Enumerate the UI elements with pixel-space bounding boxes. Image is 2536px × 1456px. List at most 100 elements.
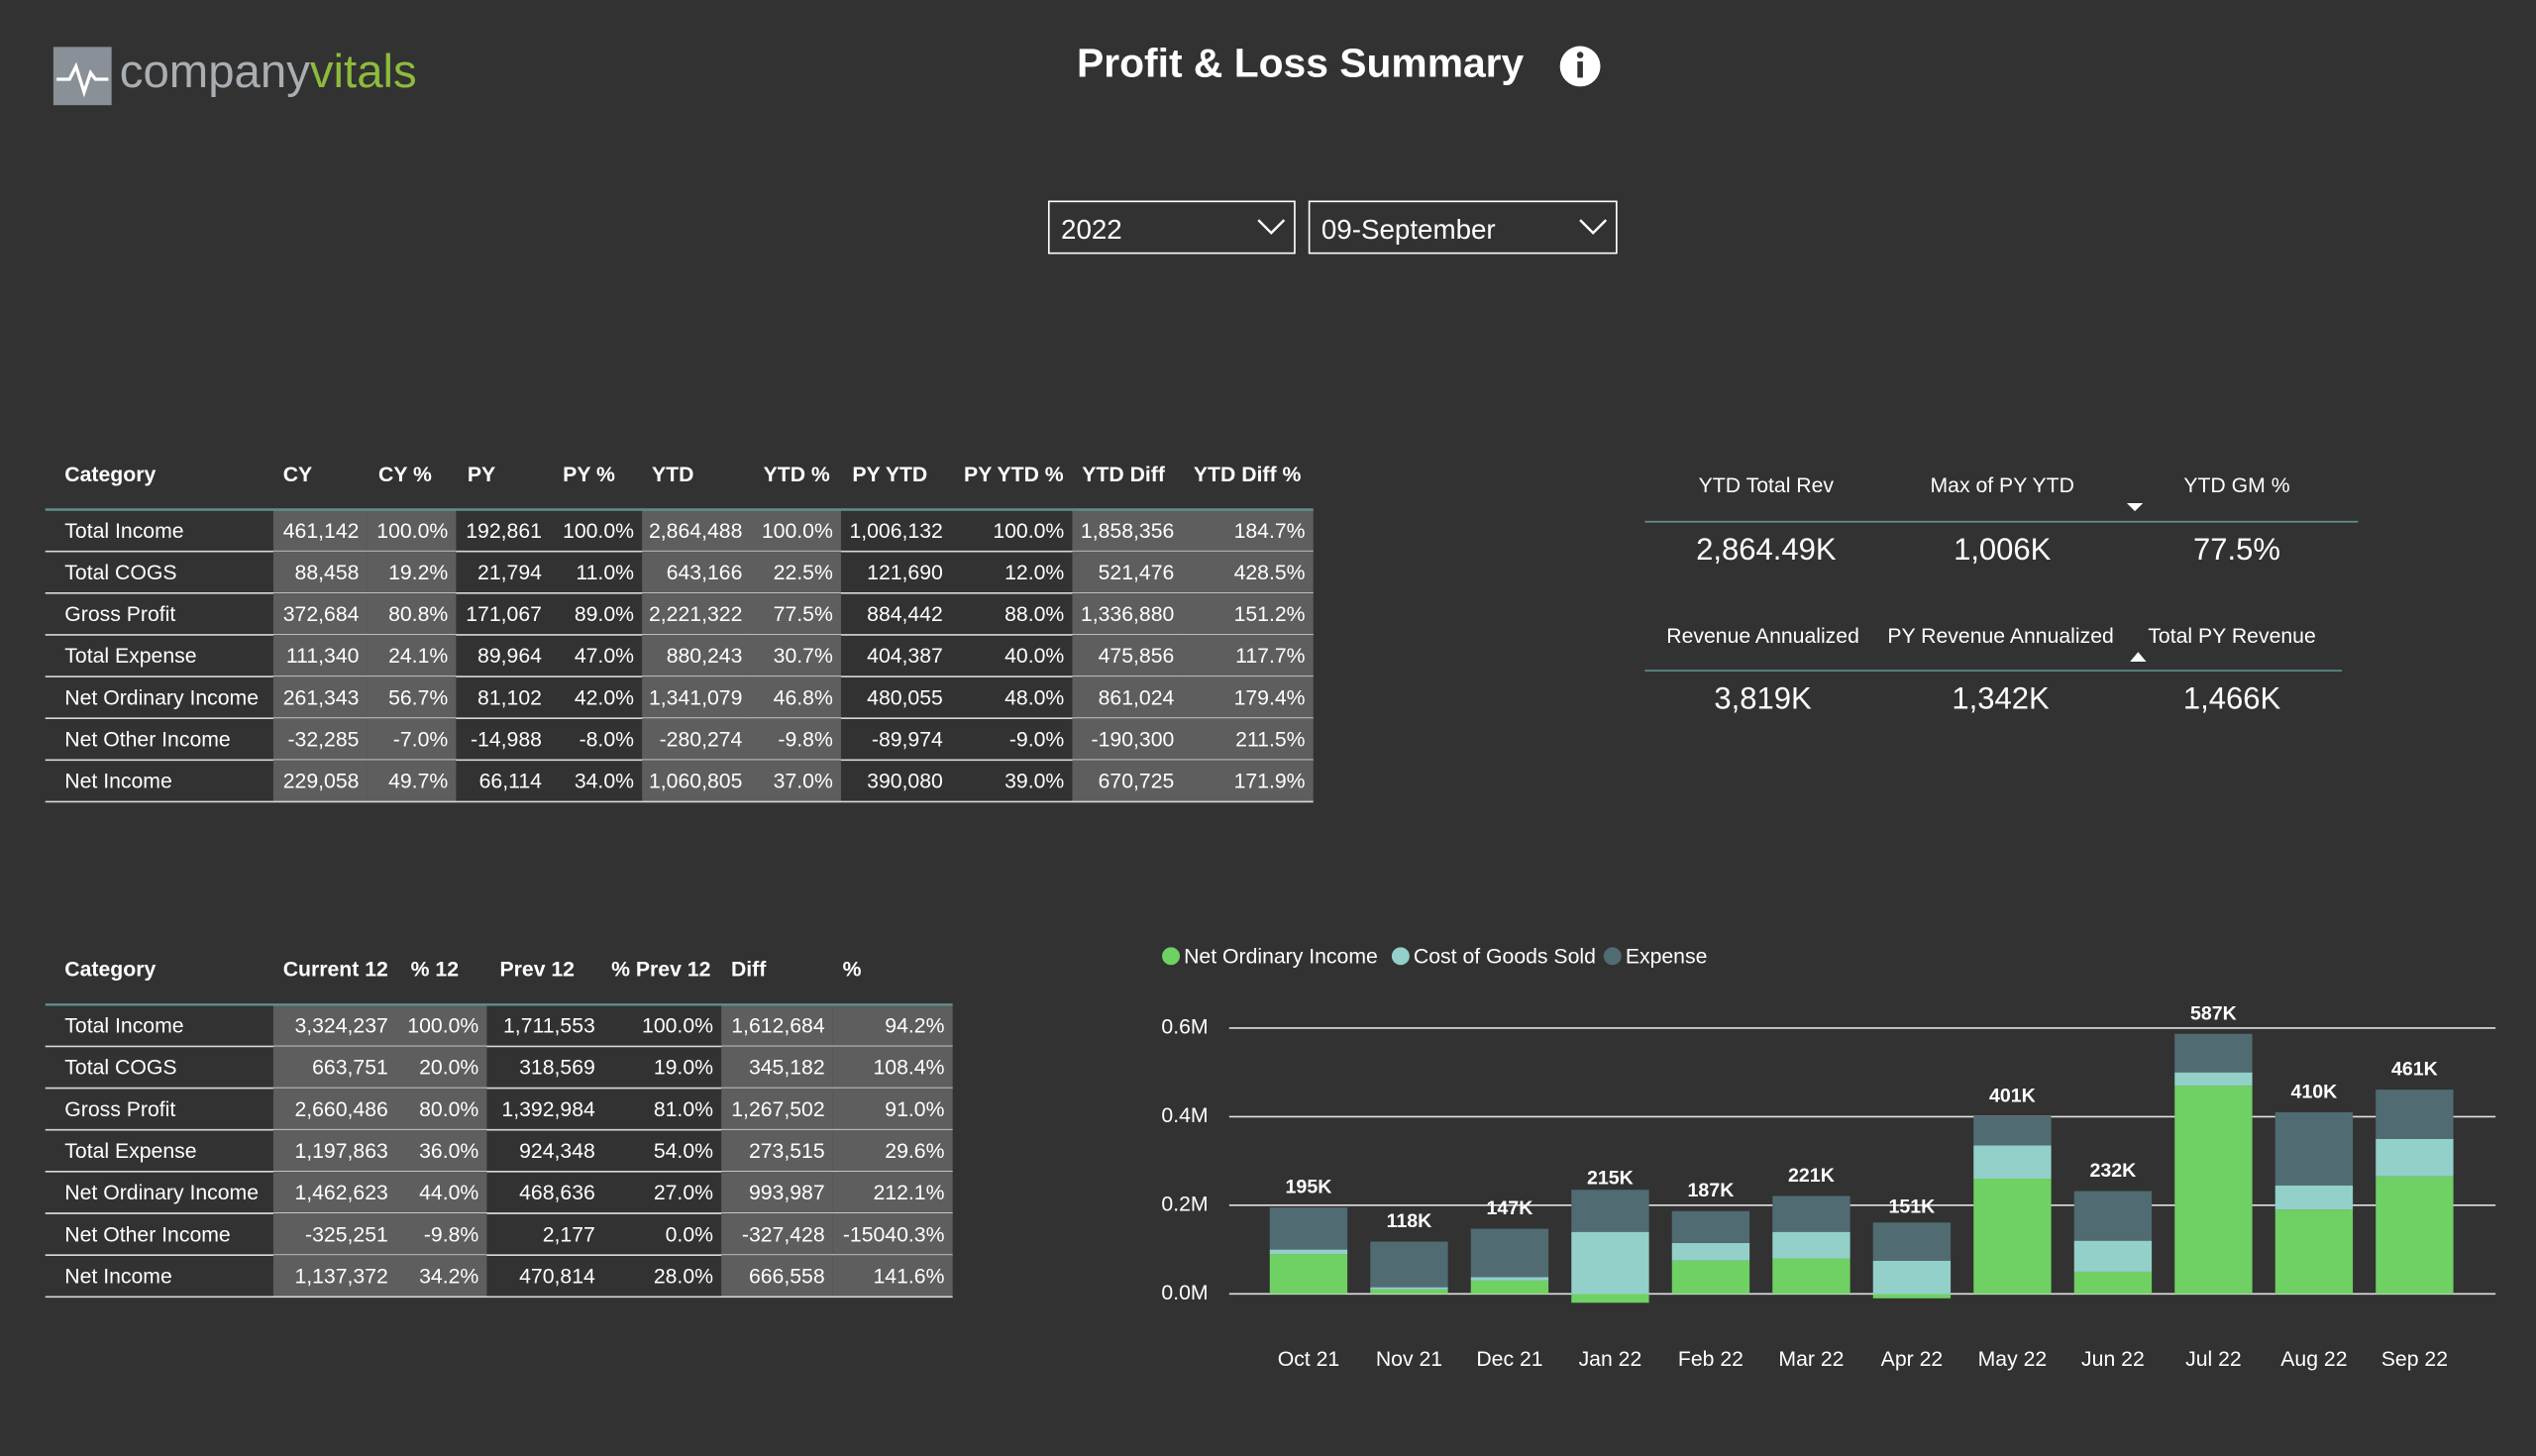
cell-value: 184.7% [1234,520,1306,543]
cell-value: 1,341,079 [649,686,742,709]
column-header: PY % [563,464,615,486]
bar-segment [1872,1294,1952,1299]
cell-shade [396,1004,487,1047]
cell-shade [1182,509,1314,552]
cell-value: 56.7% [388,686,448,709]
cell-shade [367,634,457,677]
column-header: Current 12 [283,959,388,982]
row-label: Total Expense [64,1140,196,1163]
bar-segment [1571,1231,1649,1295]
dropdown-box[interactable] [1047,200,1296,255]
cell-value: 171,067 [466,603,542,626]
cell-value: 100.0% [563,520,634,543]
info-dot [1576,52,1584,58]
cell-value: -325,251 [305,1223,388,1246]
cell-value: 12.0% [1004,562,1064,584]
cell-value: 171.9% [1234,771,1306,793]
cell-shade [272,634,368,677]
cell-shade [721,1046,833,1089]
bar-segment [1973,1115,2052,1146]
kpi-label: Max of PY YTD [1931,474,2074,497]
bar-segment [2174,1086,2253,1295]
cell-value: 49.7% [388,771,448,793]
total-label: 587K [2190,1002,2237,1024]
x-tick-label: Aug 22 [2280,1348,2347,1371]
cell-shade [272,1129,396,1172]
info-icon[interactable] [1559,46,1601,87]
page-title: Profit & Loss Summary [1077,41,1525,86]
cell-shade [832,1213,953,1256]
info-stem [1577,61,1583,78]
bar-segment [1370,1287,1448,1290]
cell-value: 47.0% [575,645,634,668]
cell-value: 475,856 [1099,645,1175,668]
cell-value: -32,285 [287,729,359,752]
bar-segment [1571,1294,1649,1303]
total-label: 461K [2391,1059,2438,1081]
column-header: Category [64,959,156,982]
cell-value: 111,340 [286,645,360,668]
cell-shade [272,1213,396,1256]
total-label: 151K [1889,1196,1936,1217]
chevron [1579,219,1608,235]
cell-value: 100.0% [376,520,448,543]
cell-value: 80.8% [388,603,448,626]
column-header: Diff [731,959,767,982]
cell-value: 81,102 [477,686,542,709]
kpi-value: 1,006K [1954,532,2052,567]
total-label: 147K [1487,1197,1533,1219]
x-tick-label: Sep 22 [2381,1348,2448,1371]
cell-shade [272,676,368,719]
cell-value: 0.0% [666,1223,713,1246]
cell-shade [367,509,457,552]
cell-value: 229,058 [283,771,360,793]
cell-value: 29.6% [885,1140,944,1163]
legend-label: Net Ordinary Income [1184,946,1378,969]
cell-value: 663,751 [312,1057,388,1080]
cell-shade [750,760,841,802]
row-label: Total Income [64,520,183,543]
bar-segment [2174,1033,2253,1073]
cell-shade [721,1171,833,1213]
kpi-value: 3,819K [1714,680,1812,715]
x-tick-label: Feb 22 [1678,1348,1744,1371]
total-label: 187K [1688,1180,1735,1201]
total-label: 195K [1286,1177,1332,1198]
cell-value: -7.0% [393,729,449,752]
cell-value: -9.8% [778,729,833,752]
sort-arrow[interactable] [2130,652,2147,663]
cell-value: 28.0% [654,1265,713,1288]
cell-shade [721,1213,833,1256]
logo-text: companyvitals [120,46,417,98]
month-dropdown[interactable]: 09-September [1308,200,1618,255]
x-tick-label: Mar 22 [1778,1348,1844,1371]
total-label: 221K [1788,1165,1835,1187]
cell-value: 468,636 [519,1182,595,1204]
cell-value: 34.0% [575,771,634,793]
bar-segment [1671,1242,1750,1261]
bar-segment [2073,1240,2153,1272]
cell-value: 2,177 [543,1223,595,1246]
cell-value: -190,300 [1092,729,1175,752]
column-header: % [843,959,862,982]
cell-shade [642,718,751,761]
cell-value: 21,794 [477,562,542,584]
cell-value: 428.5% [1234,562,1306,584]
cell-value: 884,442 [867,603,943,626]
cell-shade [832,1129,953,1172]
cell-value: 2,660,486 [294,1098,387,1121]
dropdown-box[interactable] [1308,200,1618,255]
cell-value: 89,964 [477,645,542,668]
sort-arrow[interactable] [2126,502,2144,512]
cell-value: 924,348 [519,1140,595,1163]
cell-shade [396,1129,487,1172]
column-header: CY [283,464,312,486]
dropdown-value: 09-September [1321,214,1496,245]
cell-value: 2,221,322 [649,603,742,626]
year-dropdown[interactable]: 2022 [1047,200,1296,255]
bar-segment [1872,1260,1952,1295]
cell-shade [750,509,841,552]
row-label: Net Income [64,1265,171,1288]
cell-value: 2,864,488 [649,520,742,543]
